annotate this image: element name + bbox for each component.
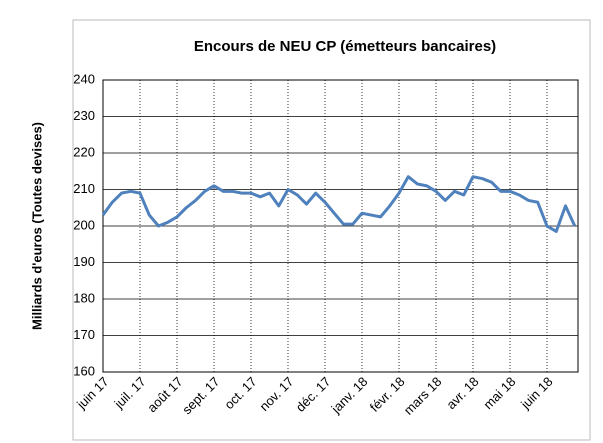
y-tick-label: 240 <box>73 71 95 86</box>
y-tick-label: 170 <box>73 327 95 342</box>
y-tick-label: 220 <box>73 144 95 159</box>
chart-title: Encours de NEU CP (émetteurs bancaires) <box>194 38 496 55</box>
y-tick-label: 180 <box>73 290 95 305</box>
chart-frame <box>72 19 591 441</box>
y-axis-label: Milliards d'euros (Toutes devises) <box>29 122 44 330</box>
line-series <box>101 175 577 233</box>
y-tick-label: 210 <box>73 181 95 196</box>
y-tick-label: 190 <box>73 254 95 269</box>
y-tick-label: 230 <box>73 108 95 123</box>
y-tick-label: 200 <box>73 217 95 232</box>
y-tick-label: 160 <box>73 363 95 378</box>
